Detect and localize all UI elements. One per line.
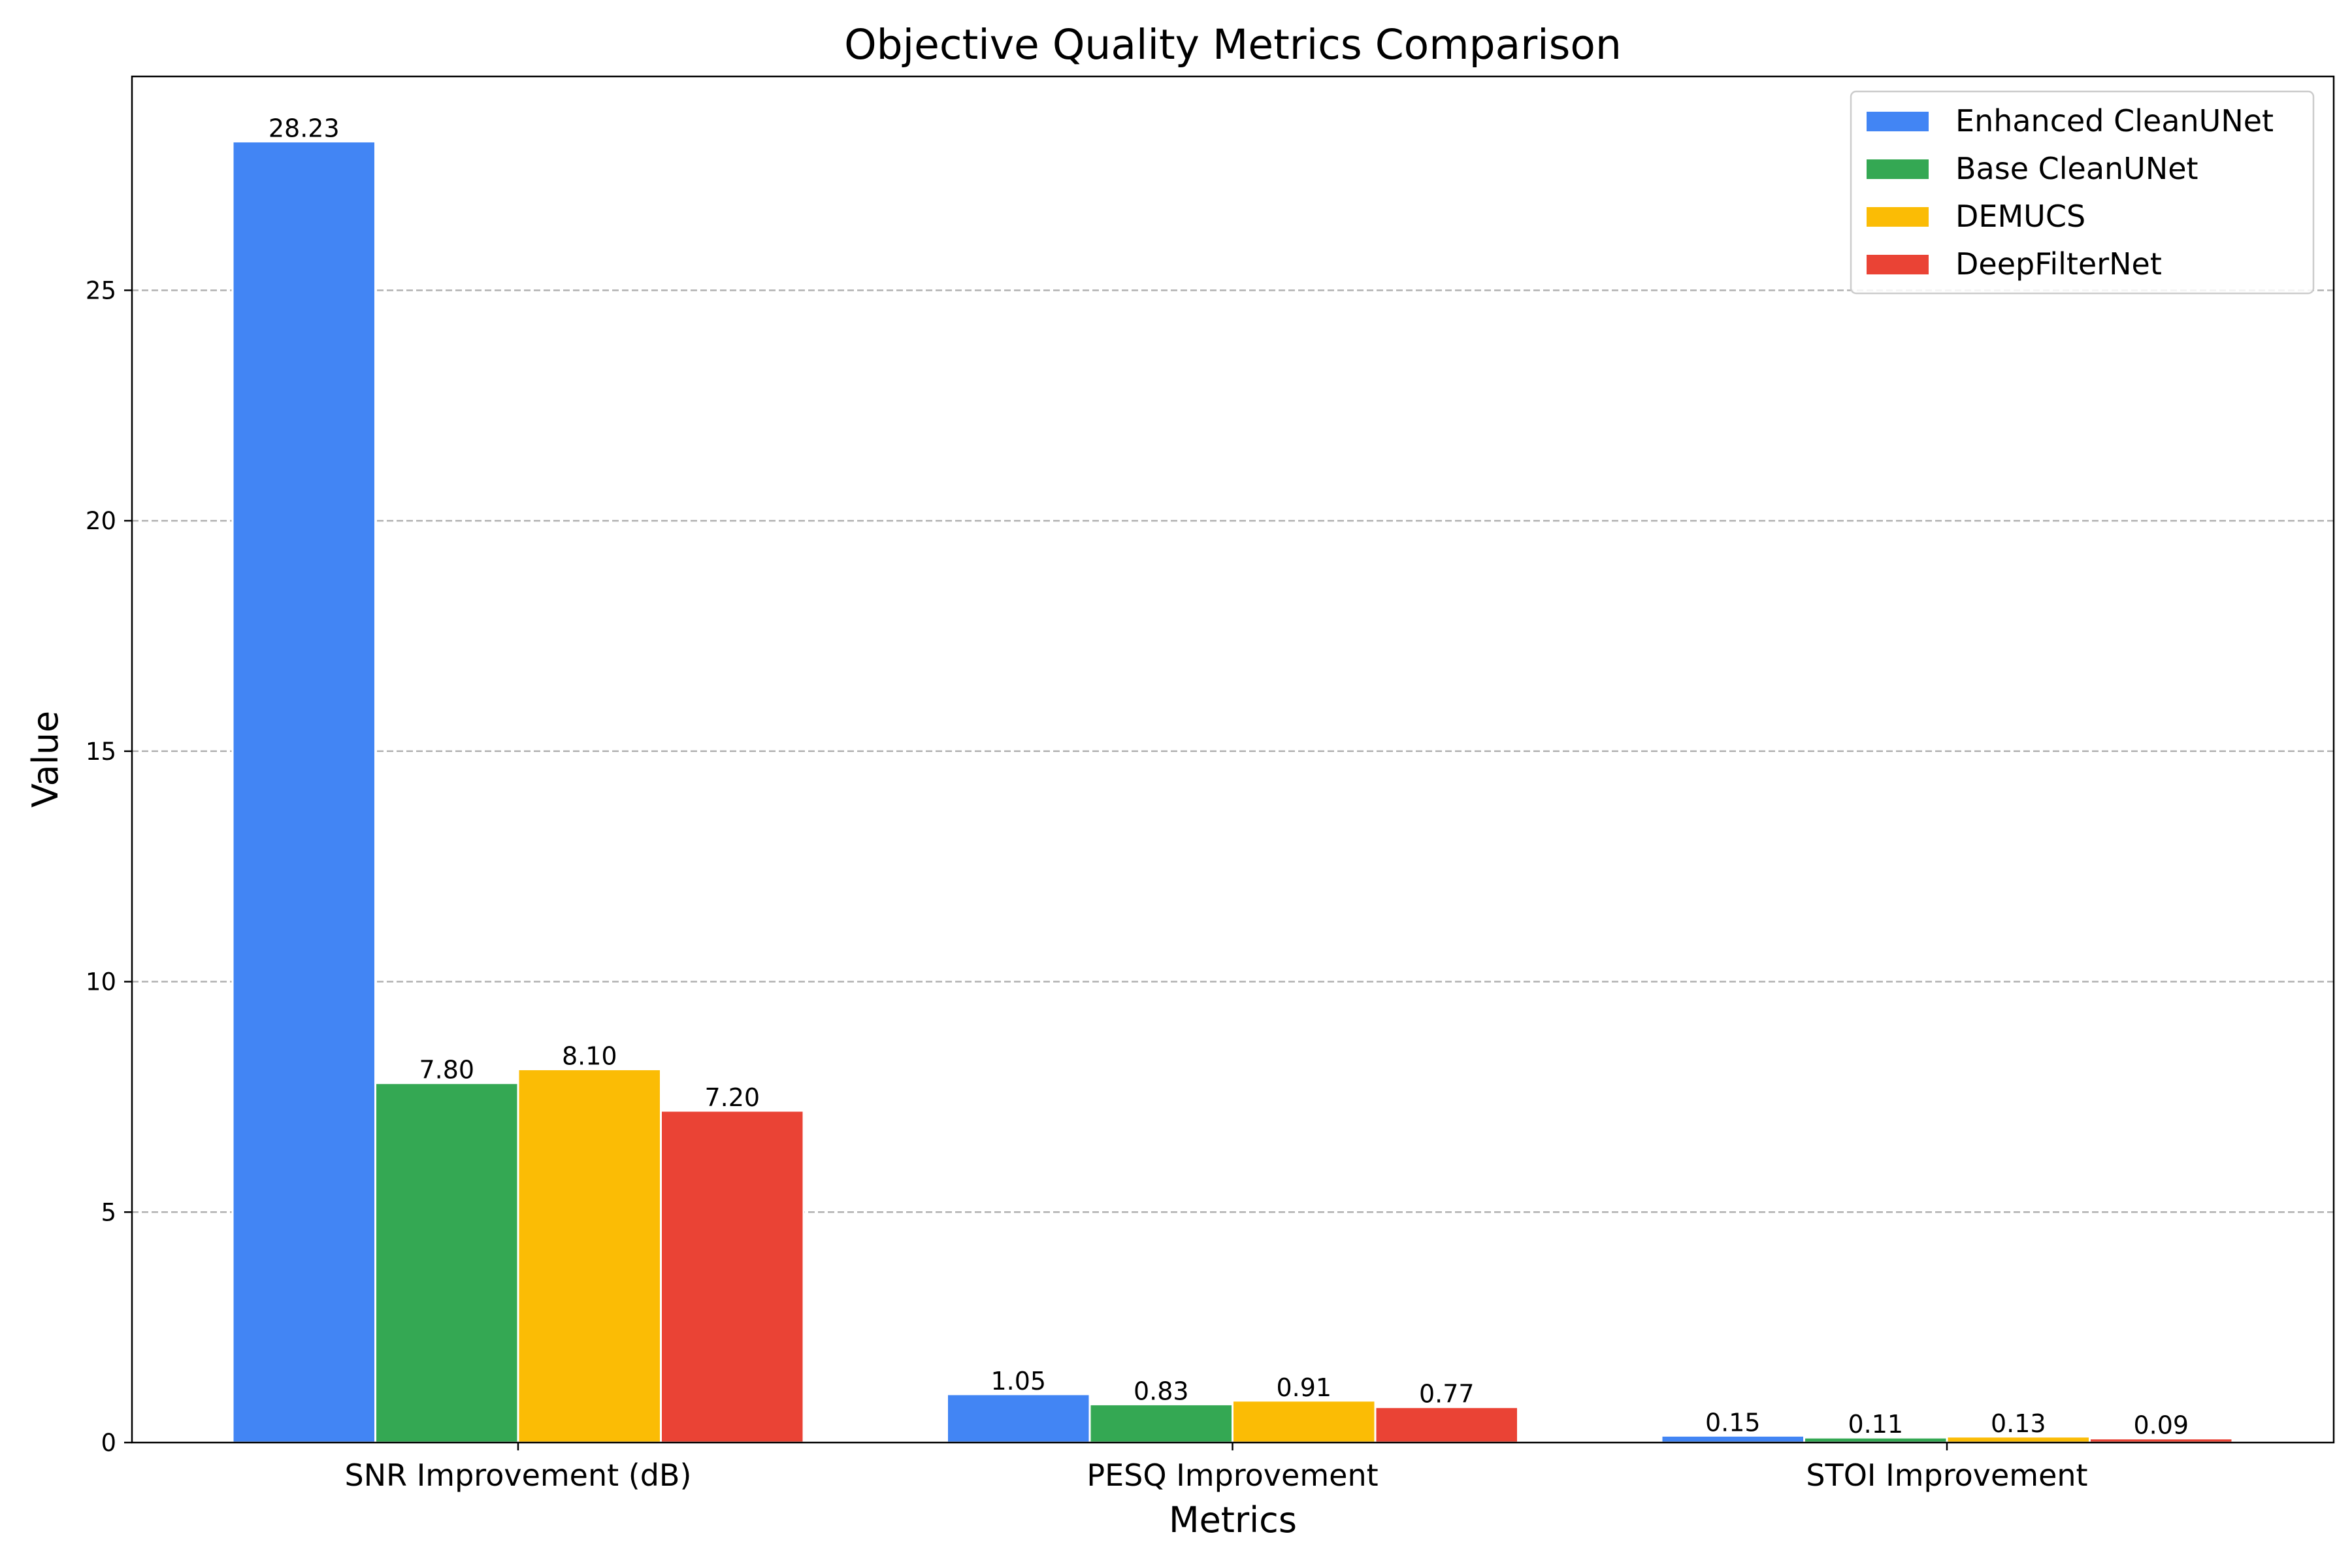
x-tick-label: SNR Improvement (dB)	[345, 1458, 692, 1493]
legend-swatch	[1867, 112, 1929, 131]
legend-label: Enhanced CleanUNet	[1955, 103, 2274, 139]
bar	[1374, 1406, 1519, 1444]
y-tick-label: 5	[101, 1198, 116, 1226]
legend-swatch	[1867, 255, 1929, 274]
x-axis-label: Metrics	[1169, 1499, 1297, 1541]
y-tick-label: 10	[86, 968, 116, 996]
data-label: 0.77	[1419, 1380, 1475, 1409]
y-tick-label: 20	[86, 507, 116, 535]
legend-label: DEMUCS	[1955, 199, 2085, 234]
bar	[1232, 1399, 1377, 1444]
legend-label: Base CleanUNet	[1955, 151, 2198, 186]
bar	[231, 140, 376, 1444]
bar	[946, 1393, 1091, 1444]
bar	[1088, 1403, 1233, 1444]
y-axis: 0 5 10 15 20 25	[86, 276, 132, 1457]
x-tick-label: STOI Improvement	[1806, 1458, 2087, 1493]
data-label: 0.13	[1991, 1409, 2046, 1438]
legend-box	[1850, 90, 2315, 295]
data-label: 0.09	[2133, 1411, 2189, 1440]
data-label: 28.23	[269, 114, 340, 142]
y-tick-label: 25	[86, 276, 116, 304]
bars	[231, 140, 2234, 1444]
bar	[374, 1082, 519, 1444]
legend: Enhanced CleanUNet Base CleanUNet DEMUCS De…	[1850, 90, 2315, 295]
legend-label: DeepFilterNet	[1955, 246, 2162, 282]
legend-swatch	[1867, 159, 1929, 179]
y-tick-label: 15	[86, 738, 116, 766]
x-tick-label: PESQ Improvement	[1086, 1458, 1378, 1493]
data-label: 0.91	[1276, 1373, 1331, 1402]
data-label: 0.15	[1705, 1408, 1761, 1437]
bar	[517, 1068, 662, 1444]
x-axis: SNR Improvement (dB) PESQ Improvement STOI…	[345, 1443, 2088, 1493]
bar	[660, 1109, 805, 1444]
data-label: 8.10	[562, 1042, 617, 1071]
data-label: 0.83	[1134, 1377, 1189, 1405]
data-labels: 28.23 1.05 0.15 7.80 0.83 0.11 8.10 0.91 0.13 7.2…	[269, 114, 2189, 1439]
data-label: 7.80	[419, 1056, 474, 1085]
y-axis-label: Value	[25, 711, 66, 808]
legend-swatch	[1867, 207, 1929, 227]
data-label: 0.11	[1848, 1410, 1903, 1439]
data-label: 7.20	[704, 1083, 760, 1112]
data-label: 1.05	[990, 1367, 1046, 1396]
y-tick-label: 0	[101, 1429, 116, 1457]
chart-title: Objective Quality Metrics Comparison	[844, 21, 1622, 69]
